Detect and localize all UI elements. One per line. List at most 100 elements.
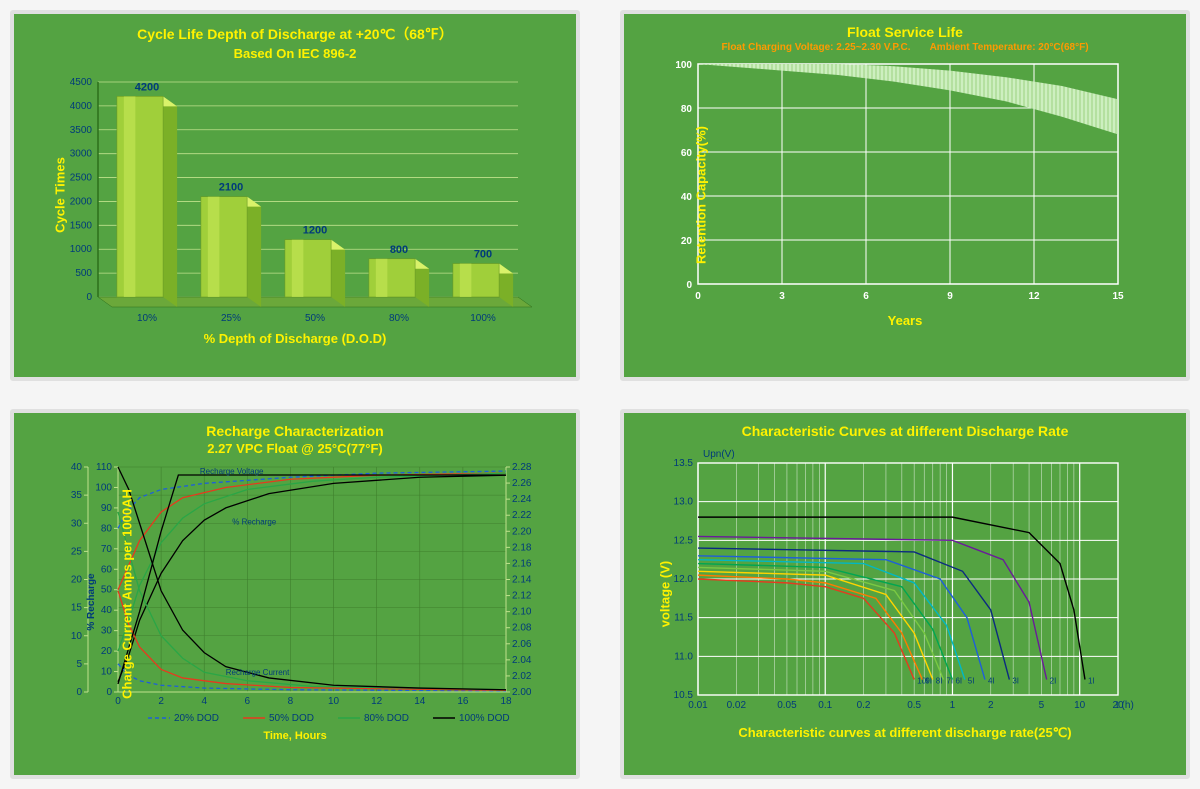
svg-text:2.06: 2.06	[512, 638, 532, 649]
chart1-title-line2: Based On IEC 896-2	[28, 46, 562, 61]
svg-text:0: 0	[76, 687, 82, 698]
chart2-svg: 02040608010003691215	[638, 59, 1128, 309]
svg-text:20: 20	[71, 574, 83, 585]
svg-text:0.2: 0.2	[857, 700, 871, 711]
svg-text:2I: 2I	[1050, 676, 1057, 685]
svg-text:50% DOD: 50% DOD	[269, 713, 314, 724]
svg-text:2: 2	[158, 696, 164, 707]
svg-text:4200: 4200	[135, 81, 159, 93]
svg-text:13.5: 13.5	[674, 458, 694, 469]
chart3-title-line2: 2.27 VPC Float @ 25°C(77°F)	[28, 441, 562, 456]
svg-text:2.24: 2.24	[512, 494, 532, 505]
svg-text:1500: 1500	[70, 220, 93, 231]
svg-text:110: 110	[96, 462, 112, 473]
recharge-characterization-chart: Recharge Characterization 2.27 VPC Float…	[10, 409, 580, 780]
svg-text:25: 25	[71, 546, 83, 557]
svg-text:6: 6	[863, 291, 869, 302]
svg-text:2100: 2100	[219, 182, 243, 194]
svg-text:2.20: 2.20	[512, 526, 532, 537]
svg-text:6I: 6I	[955, 676, 962, 685]
svg-text:2.16: 2.16	[512, 558, 532, 569]
svg-text:9: 9	[947, 291, 953, 302]
svg-text:70: 70	[101, 543, 113, 554]
svg-text:% Recharge: % Recharge	[232, 517, 277, 526]
svg-text:25%: 25%	[221, 313, 241, 324]
svg-text:60: 60	[101, 564, 113, 575]
svg-text:4: 4	[201, 696, 207, 707]
svg-text:1I: 1I	[1088, 676, 1095, 685]
svg-text:18: 18	[500, 696, 512, 707]
svg-text:5: 5	[76, 658, 82, 669]
svg-text:10: 10	[328, 696, 340, 707]
svg-text:2.08: 2.08	[512, 622, 532, 633]
svg-text:0.02: 0.02	[727, 700, 747, 711]
svg-text:0: 0	[86, 292, 92, 303]
svg-text:0: 0	[106, 687, 112, 698]
svg-text:700: 700	[474, 249, 492, 261]
chart3-title-line1: Recharge Characterization	[28, 423, 562, 439]
svg-text:0.1: 0.1	[818, 700, 832, 711]
chart2-title: Float Service Life	[638, 24, 1172, 40]
chart3-xlabel: Time, Hours	[28, 730, 562, 742]
svg-text:10: 10	[101, 666, 113, 677]
svg-text:100% DOD: 100% DOD	[459, 713, 510, 724]
chart3-svg: 0246810121416180510152025303540010203040…	[28, 462, 548, 732]
svg-text:5I: 5I	[968, 676, 975, 685]
svg-text:15: 15	[1112, 291, 1124, 302]
chart1-xlabel: % Depth of Discharge (D.O.D)	[28, 331, 562, 346]
svg-text:20: 20	[681, 236, 693, 247]
discharge-curves-chart: Characteristic Curves at different Disch…	[620, 409, 1190, 780]
svg-text:Recharge Voltage: Recharge Voltage	[200, 467, 264, 476]
svg-text:20: 20	[101, 646, 113, 657]
svg-text:12: 12	[371, 696, 383, 707]
chart2-ylabel: Retention Capacity(%)	[693, 126, 708, 264]
chart1-ylabel: Cycle Times	[52, 157, 67, 233]
svg-text:2.00: 2.00	[512, 687, 532, 698]
chart1-svg: 0500100015002000250030003500400045004200…	[28, 67, 538, 327]
svg-text:0: 0	[686, 280, 692, 291]
svg-text:50: 50	[101, 584, 113, 595]
svg-text:2.18: 2.18	[512, 542, 532, 553]
svg-text:1200: 1200	[303, 225, 327, 237]
svg-text:3500: 3500	[70, 125, 93, 136]
svg-text:10%: 10%	[137, 313, 157, 324]
svg-text:2000: 2000	[70, 196, 93, 207]
chart1-title-line1: Cycle Life Depth of Discharge at +20℃（68…	[28, 24, 562, 44]
svg-text:0.5: 0.5	[907, 700, 921, 711]
svg-text:35: 35	[71, 490, 83, 501]
svg-text:20% DOD: 20% DOD	[174, 713, 219, 724]
svg-text:4000: 4000	[70, 101, 93, 112]
chart3-ylabel: Charge Current Amps per 1000AH	[119, 489, 134, 699]
cycle-life-chart: Cycle Life Depth of Discharge at +20℃（68…	[10, 10, 580, 381]
svg-text:12: 12	[1028, 291, 1040, 302]
svg-text:3000: 3000	[70, 149, 93, 160]
svg-text:60: 60	[681, 148, 693, 159]
svg-text:500: 500	[75, 268, 92, 279]
svg-text:100: 100	[95, 482, 112, 493]
svg-text:2.10: 2.10	[512, 606, 532, 617]
svg-text:80: 80	[681, 104, 693, 115]
svg-text:2.14: 2.14	[512, 574, 532, 585]
svg-text:2.04: 2.04	[512, 654, 532, 665]
svg-text:3: 3	[779, 291, 785, 302]
svg-text:11.0: 11.0	[674, 651, 693, 662]
svg-text:10: 10	[1074, 700, 1086, 711]
svg-text:12.5: 12.5	[674, 535, 694, 546]
svg-text:50%: 50%	[305, 313, 325, 324]
svg-text:2.26: 2.26	[512, 478, 532, 489]
svg-text:11.5: 11.5	[674, 612, 693, 623]
svg-text:5: 5	[1039, 700, 1045, 711]
chart4-svg: Upn(V)10.511.011.512.012.513.013.50.010.…	[638, 441, 1138, 721]
svg-text:2.12: 2.12	[512, 590, 532, 601]
svg-text:Recharge Current: Recharge Current	[226, 668, 290, 677]
svg-text:0.01: 0.01	[688, 700, 708, 711]
svg-text:40: 40	[101, 605, 113, 616]
svg-text:80: 80	[101, 523, 113, 534]
svg-text:14: 14	[414, 696, 426, 707]
svg-text:4I: 4I	[988, 676, 995, 685]
svg-text:13.0: 13.0	[674, 496, 694, 507]
svg-text:9I: 9I	[925, 676, 932, 685]
chart4-title: Characteristic Curves at different Disch…	[638, 423, 1172, 439]
svg-text:2.22: 2.22	[512, 510, 532, 521]
svg-text:0.05: 0.05	[777, 700, 797, 711]
